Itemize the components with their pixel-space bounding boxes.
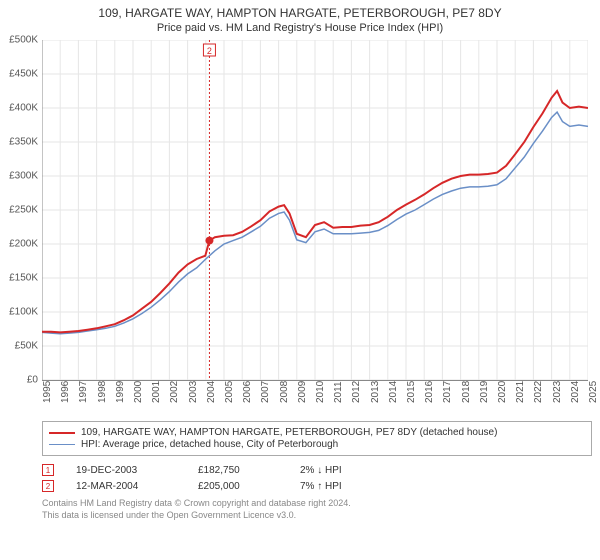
y-tick-label: £450K — [0, 69, 38, 80]
x-tick-label: 1997 — [78, 381, 89, 403]
transaction-price: £182,750 — [198, 465, 278, 476]
x-tick-label: 2010 — [315, 381, 326, 403]
x-tick-label: 2000 — [133, 381, 144, 403]
x-tick-label: 2004 — [206, 381, 217, 403]
x-tick-label: 2009 — [297, 381, 308, 403]
x-tick-label: 2006 — [242, 381, 253, 403]
svg-text:2: 2 — [207, 46, 212, 56]
x-tick-label: 2015 — [406, 381, 417, 403]
y-tick-label: £400K — [0, 103, 38, 114]
transaction-date: 19-DEC-2003 — [76, 465, 176, 476]
chart-title: 109, HARGATE WAY, HAMPTON HARGATE, PETER… — [0, 6, 600, 20]
x-tick-label: 2007 — [260, 381, 271, 403]
x-tick-label: 2025 — [588, 381, 599, 403]
y-tick-label: £100K — [0, 307, 38, 318]
transaction-price: £205,000 — [198, 481, 278, 492]
x-tick-label: 2021 — [515, 381, 526, 403]
x-tick-label: 2014 — [388, 381, 399, 403]
x-tick-label: 2002 — [169, 381, 180, 403]
y-tick-label: £200K — [0, 239, 38, 250]
transaction-table: 1 19-DEC-2003 £182,750 2% ↓ HPI 2 12-MAR-2004… — [42, 462, 592, 494]
credit-line: This data is licensed under the Open Gov… — [42, 510, 592, 522]
legend-item: HPI: Average price, detached house, City… — [49, 439, 585, 450]
legend-swatch — [49, 444, 75, 445]
x-tick-label: 2022 — [533, 381, 544, 403]
x-tick-label: 2013 — [370, 381, 381, 403]
x-tick-label: 2017 — [442, 381, 453, 403]
chart-plot: 2 £0£50K£100K£150K£200K£250K£300K£350K£4… — [42, 40, 588, 381]
x-tick-label: 2018 — [461, 381, 472, 403]
transaction-marker: 2 — [42, 480, 54, 492]
transaction-row: 1 19-DEC-2003 £182,750 2% ↓ HPI — [42, 462, 592, 478]
y-tick-label: £150K — [0, 273, 38, 284]
x-tick-label: 1999 — [115, 381, 126, 403]
chart-svg: 2 — [42, 40, 588, 380]
transaction-date: 12-MAR-2004 — [76, 481, 176, 492]
transaction-delta: 2% ↓ HPI — [300, 465, 342, 476]
x-tick-label: 2012 — [351, 381, 362, 403]
legend-label: HPI: Average price, detached house, City… — [81, 439, 338, 450]
x-tick-label: 2019 — [479, 381, 490, 403]
x-tick-label: 2020 — [497, 381, 508, 403]
legend-item: 109, HARGATE WAY, HAMPTON HARGATE, PETER… — [49, 427, 585, 438]
x-tick-label: 2024 — [570, 381, 581, 403]
y-tick-label: £50K — [0, 341, 38, 352]
y-tick-label: £500K — [0, 35, 38, 46]
x-tick-label: 2003 — [188, 381, 199, 403]
x-tick-label: 2016 — [424, 381, 435, 403]
y-tick-label: £350K — [0, 137, 38, 148]
legend-label: 109, HARGATE WAY, HAMPTON HARGATE, PETER… — [81, 427, 497, 438]
x-tick-label: 1995 — [42, 381, 53, 403]
credit-text: Contains HM Land Registry data © Crown c… — [42, 498, 592, 521]
x-tick-label: 2001 — [151, 381, 162, 403]
transaction-delta: 7% ↑ HPI — [300, 481, 342, 492]
x-tick-label: 1998 — [97, 381, 108, 403]
x-tick-label: 2011 — [333, 381, 344, 403]
chart-area: 2 £0£50K£100K£150K£200K£250K£300K£350K£4… — [42, 40, 592, 381]
transaction-row: 2 12-MAR-2004 £205,000 7% ↑ HPI — [42, 478, 592, 494]
y-tick-label: £0 — [0, 375, 38, 386]
y-tick-label: £250K — [0, 205, 38, 216]
x-tick-label: 2008 — [279, 381, 290, 403]
legend-swatch — [49, 432, 75, 434]
x-tick-label: 2023 — [552, 381, 563, 403]
x-tick-label: 2005 — [224, 381, 235, 403]
y-tick-label: £300K — [0, 171, 38, 182]
x-tick-label: 1996 — [60, 381, 71, 403]
chart-subtitle: Price paid vs. HM Land Registry's House … — [0, 22, 600, 34]
transaction-marker: 1 — [42, 464, 54, 476]
credit-line: Contains HM Land Registry data © Crown c… — [42, 498, 592, 510]
legend: 109, HARGATE WAY, HAMPTON HARGATE, PETER… — [42, 421, 592, 456]
